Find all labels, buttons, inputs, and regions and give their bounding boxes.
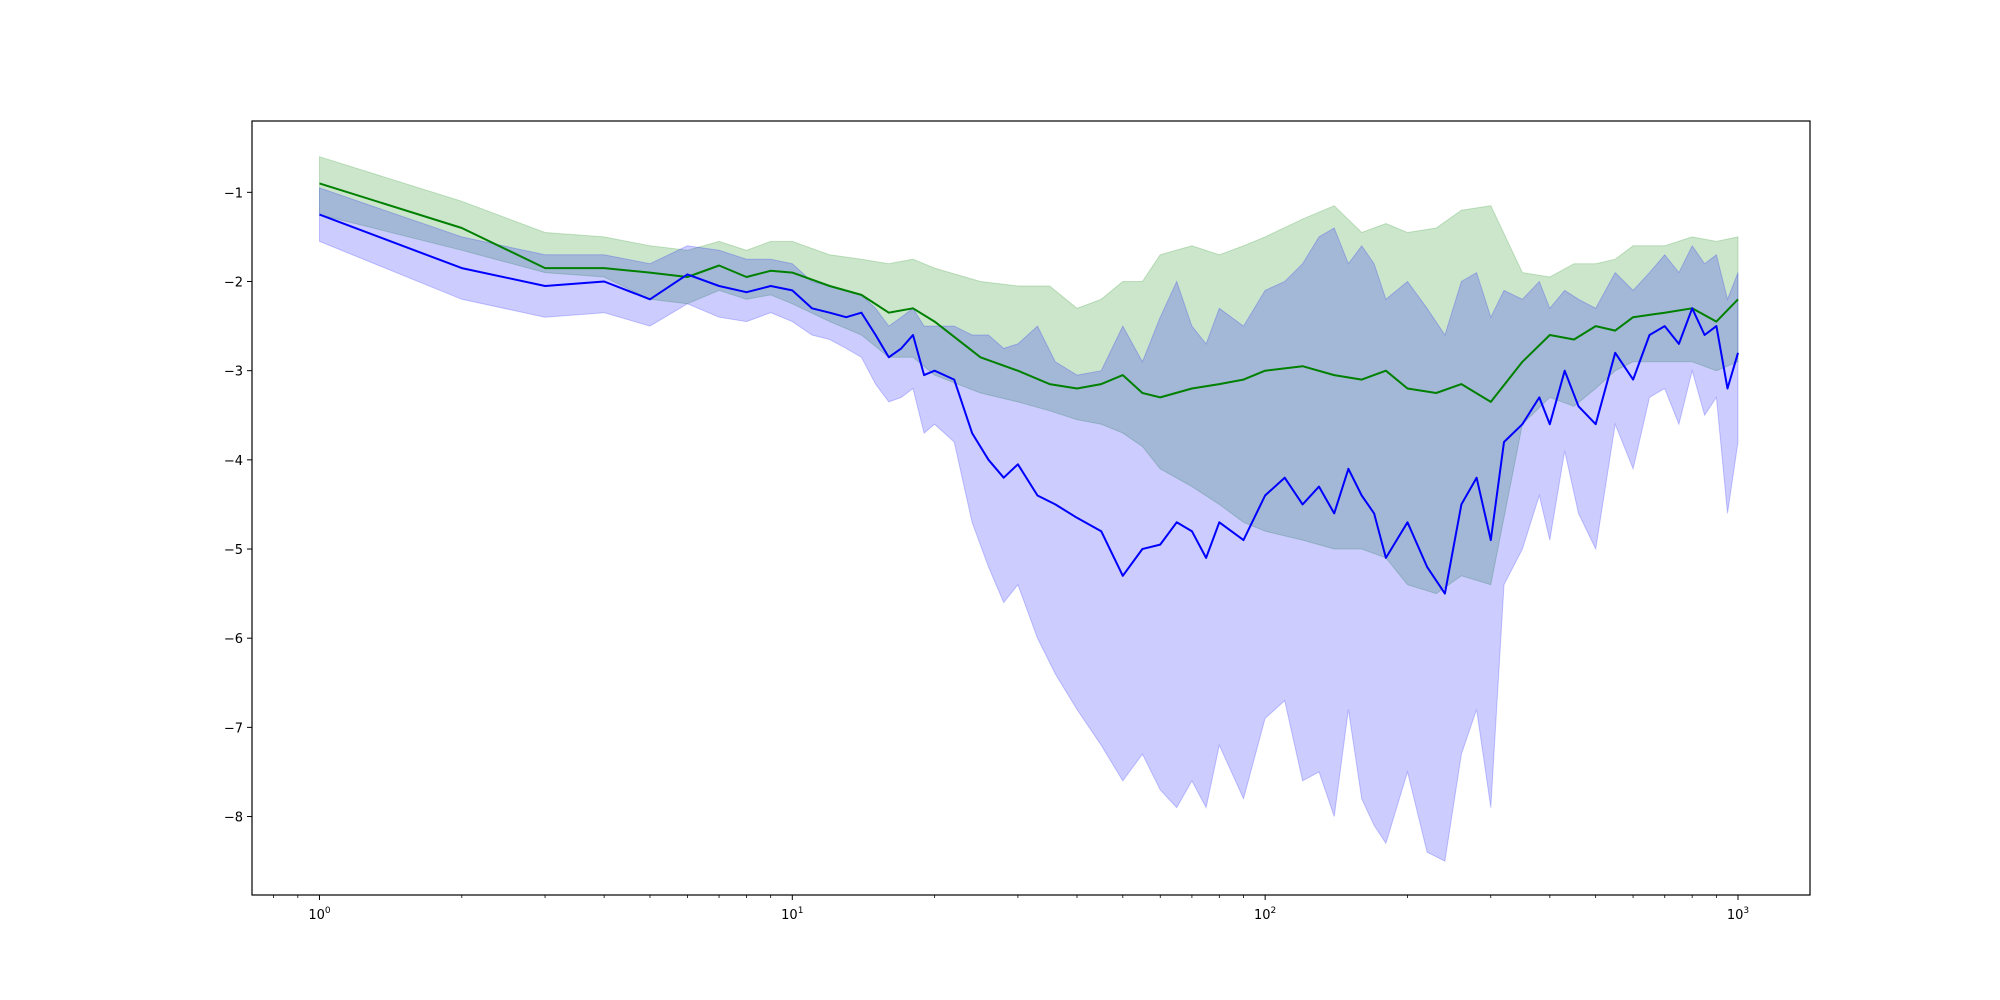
y-tick-label: −1 <box>224 186 243 201</box>
series-1-band <box>319 187 1739 862</box>
series-0-line <box>319 182 1739 403</box>
y-tick-label: −3 <box>224 365 243 380</box>
series-1-line <box>319 213 1739 595</box>
x-tick-label: 100 <box>308 906 331 923</box>
x-tick-label: 102 <box>1254 906 1276 923</box>
y-tick-label: −6 <box>224 632 243 647</box>
x-tick-label: 103 <box>1727 906 1749 923</box>
y-axis: −1 −2 −3 −4 −5 −6 −7 −8 <box>224 186 252 826</box>
y-tick-label: −5 <box>224 543 243 558</box>
y-tick-label: −7 <box>224 721 243 736</box>
plot-frame <box>251 120 1811 896</box>
y-tick-label: −8 <box>224 811 243 826</box>
x-tick-label: 101 <box>781 906 803 923</box>
y-tick-label: −2 <box>224 276 243 291</box>
x-axis: 100 101 102 103 <box>273 895 1749 923</box>
y-tick-label: −4 <box>224 454 243 469</box>
series-lines <box>319 182 1739 595</box>
